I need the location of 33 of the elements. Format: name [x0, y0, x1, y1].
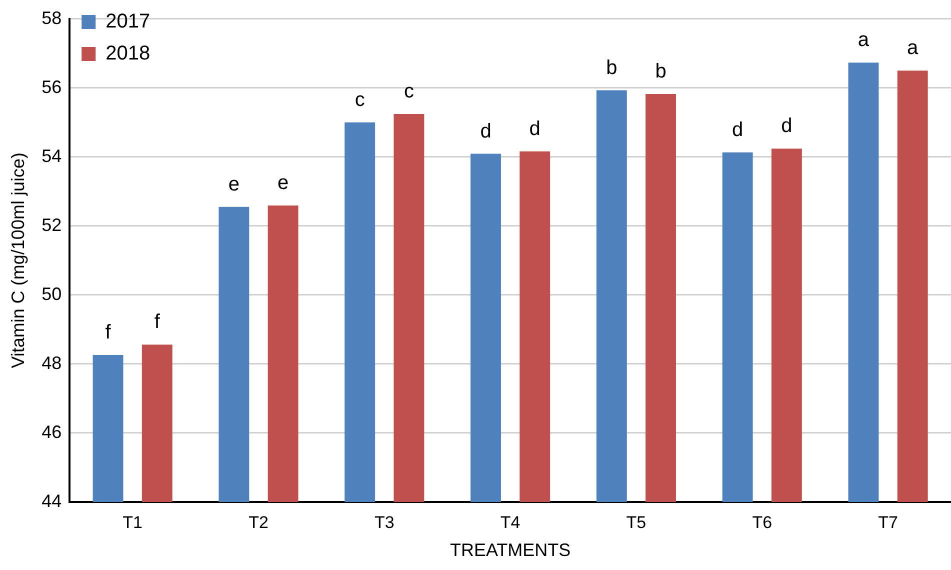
x-tick-label: T2 — [248, 512, 268, 532]
data-label: d — [732, 118, 744, 141]
data-label: f — [105, 321, 112, 344]
y-tick-label: 50 — [42, 284, 62, 304]
data-label: d — [480, 120, 492, 142]
y-tick-label: 58 — [42, 8, 62, 28]
data-label: d — [781, 115, 792, 138]
data-label: f — [154, 311, 160, 334]
legend-label: 2017 — [106, 10, 150, 33]
x-tick-label: T5 — [626, 512, 646, 532]
data-label: b — [606, 56, 618, 79]
x-tick-label: T1 — [122, 512, 142, 532]
data-label: e — [228, 173, 240, 196]
y-tick-label: 54 — [42, 146, 62, 166]
data-label: a — [858, 29, 870, 52]
legend-label: 2018 — [106, 42, 150, 65]
data-label: b — [655, 60, 666, 83]
data-label: c — [404, 80, 414, 103]
x-axis-title: TREATMENTS — [450, 540, 571, 560]
data-label: c — [354, 88, 365, 111]
data-label: e — [277, 172, 289, 194]
y-tick-label: 46 — [42, 422, 62, 442]
y-axis-title: Vitamin C (mg/100ml juice) — [8, 152, 28, 368]
x-tick-label: T6 — [752, 512, 772, 532]
y-tick-label: 52 — [42, 214, 62, 235]
x-tick-label: T4 — [500, 512, 520, 532]
y-tick-label: 48 — [42, 352, 62, 373]
data-label: a — [907, 37, 920, 60]
y-tick-label: 56 — [42, 76, 62, 97]
x-tick-label: T3 — [374, 512, 394, 532]
y-tick-label: 44 — [42, 490, 62, 511]
data-label: d — [529, 118, 540, 140]
x-tick-label: T7 — [878, 512, 898, 532]
